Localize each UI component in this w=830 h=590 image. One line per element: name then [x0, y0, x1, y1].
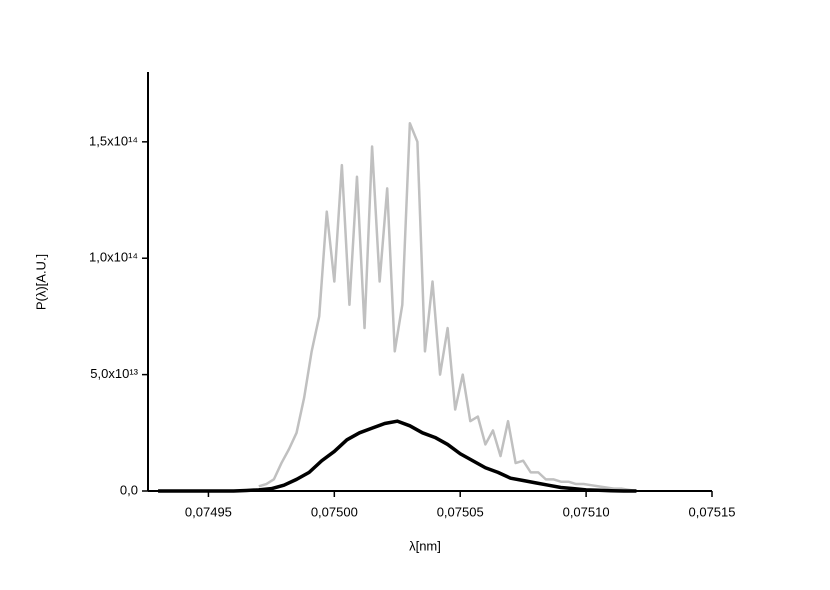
- x-tick-label: 0,07510: [563, 504, 610, 519]
- y-tick-label: 1,5x10¹⁴: [89, 133, 138, 148]
- x-tick-label: 0,07495: [185, 504, 232, 519]
- series-line: [258, 121, 637, 493]
- y-tick-label: 5,0x10¹³: [90, 366, 138, 381]
- x-tick-label: 0,07500: [311, 504, 358, 519]
- y-axis-label: P(λ)[A.U.]: [33, 254, 48, 310]
- x-tick-label: 0,07515: [689, 504, 736, 519]
- x-axis-label: λ[nm]: [409, 538, 441, 553]
- x-tick-label: 0,07505: [437, 504, 484, 519]
- y-tick-label: 1,0x10¹⁴: [89, 250, 138, 265]
- y-tick-label: 0,0: [120, 482, 138, 497]
